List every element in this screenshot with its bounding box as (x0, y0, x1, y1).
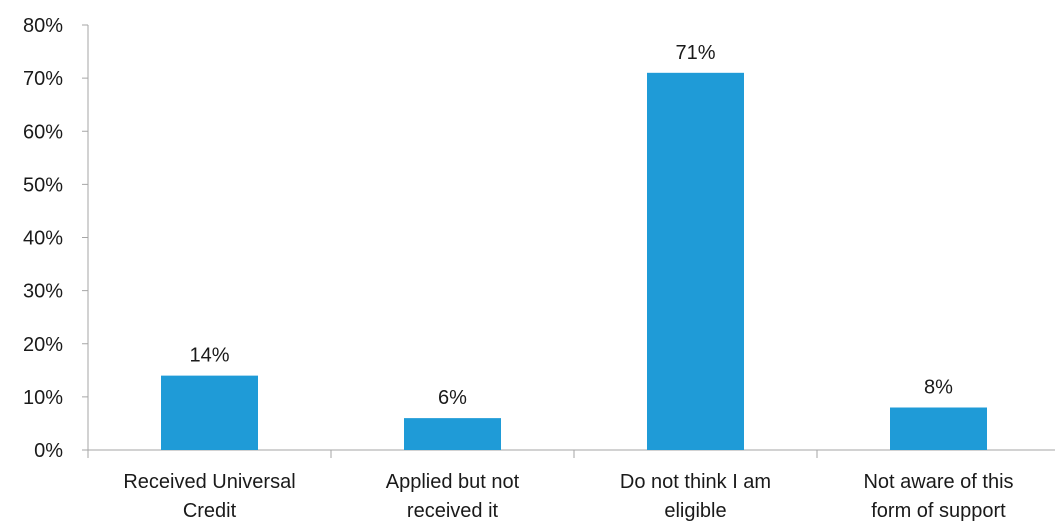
y-tick-label: 0% (34, 440, 63, 462)
bar (404, 418, 501, 450)
data-labels: 14% 6% 71% 8% (189, 42, 953, 409)
category-label: Do not think I am (620, 471, 771, 493)
y-axis: 0% 10% 20% 30% 40% 50% 60% 70% 80% (23, 15, 89, 462)
data-label: 8% (924, 377, 953, 399)
y-tick-label: 70% (23, 68, 63, 90)
bar (647, 72, 744, 450)
data-label: 6% (438, 387, 467, 409)
category-label: received it (407, 500, 499, 522)
category-label: eligible (664, 500, 726, 522)
bar (890, 407, 987, 450)
y-tick-label: 60% (23, 121, 63, 143)
category-label: Received Universal (123, 471, 295, 493)
y-tick-label: 50% (23, 174, 63, 196)
y-tick-label: 80% (23, 15, 63, 37)
y-tick-label: 40% (23, 228, 63, 250)
bars (161, 72, 987, 450)
y-tick-label: 10% (23, 387, 63, 409)
category-label: form of support (871, 500, 1006, 522)
y-tick-label: 20% (23, 334, 63, 356)
bar (161, 375, 258, 450)
category-label: Applied but not (386, 471, 520, 493)
category-label: Credit (183, 500, 237, 522)
category-label: Not aware of this (863, 471, 1013, 493)
data-label: 14% (189, 345, 229, 367)
x-axis: Received Universal Credit Applied but not r… (87, 449, 1055, 522)
y-tick-label: 30% (23, 281, 63, 303)
data-label: 71% (675, 42, 715, 64)
